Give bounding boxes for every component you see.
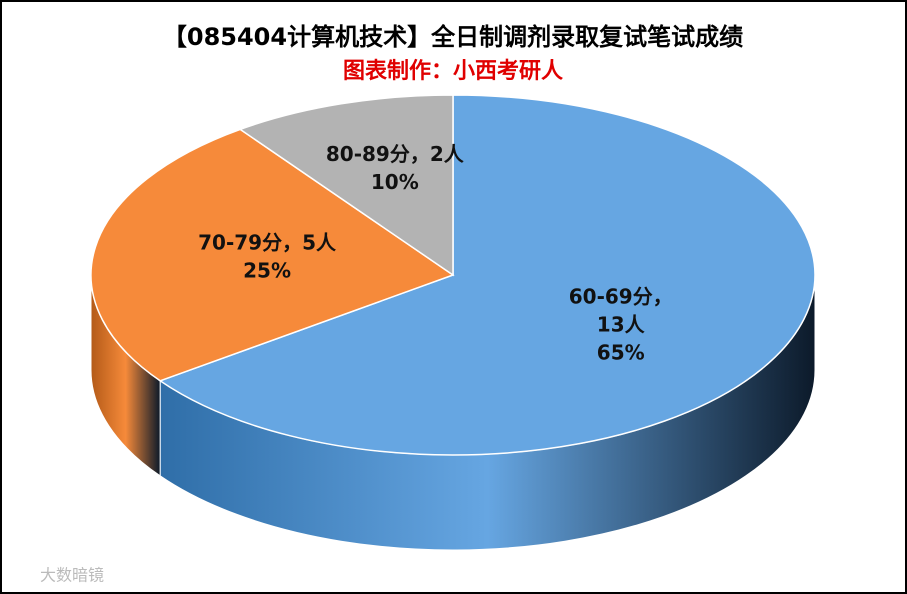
pie-slice — [90, 128, 455, 382]
value-label: 2人 — [430, 141, 465, 165]
category-label: 70-79分 — [198, 230, 282, 254]
label-separator: ， — [653, 284, 673, 308]
pie-slice — [238, 94, 454, 277]
category-label: 80-89分 — [326, 141, 410, 165]
watermark: 大数暗镜 — [40, 566, 104, 585]
percent-label: 10% — [371, 169, 419, 193]
chart-title: 【085404计算机技术】全日制调剂录取复试笔试成绩 — [163, 23, 743, 51]
pie-slice — [158, 94, 816, 456]
value-label: 13人 — [597, 312, 646, 336]
data-label: 70-79分，5人 25% — [198, 230, 337, 282]
data-label: 60-69分， 13人 65% — [569, 284, 673, 364]
chart-subtitle: 图表制作：小西考研人 — [343, 59, 563, 84]
label-separator: ， — [410, 141, 430, 165]
percent-label: 25% — [243, 258, 291, 282]
label-separator: ， — [282, 230, 302, 254]
data-label: 80-89分，2人 10% — [326, 141, 465, 193]
value-label: 5人 — [302, 230, 337, 254]
category-label: 60-69分 — [569, 284, 653, 308]
percent-label: 65% — [597, 340, 645, 364]
